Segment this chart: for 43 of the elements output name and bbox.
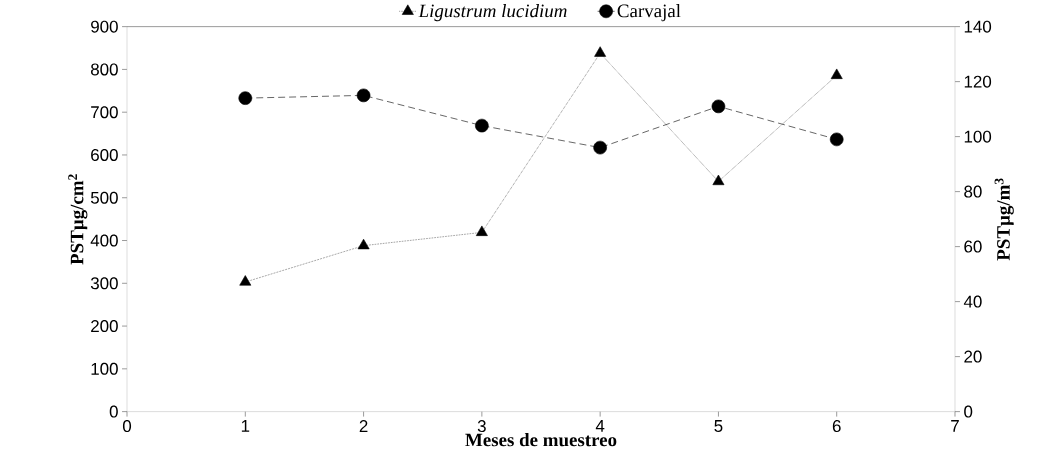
y-tick-label: 100 [91,363,118,376]
x-tick-label: 6 [832,420,841,433]
point [475,225,488,237]
y2-tick-label: 0 [964,405,973,418]
point [239,275,252,286]
y-tick-label: 600 [91,149,118,162]
y2-tick-label: 60 [964,240,982,253]
y-axis-title: PSTµg/cm$^{2}$ [68,174,88,265]
y-tick-label: 300 [90,277,118,290]
y-tick-label: 0 [109,405,118,418]
y2-tick-label: 80 [964,185,982,198]
point [830,68,843,80]
x-tick-label: 4 [595,420,605,432]
point [711,99,726,114]
x-tick-label: 1 [241,420,250,432]
y2-tick-label: 20 [964,350,982,363]
point [238,91,253,106]
x-tick-label: 0 [122,420,132,433]
x-tick-label: 5 [714,420,723,433]
y-tick-label: 900 [91,20,118,33]
point [593,141,607,155]
point [829,132,844,147]
point [357,239,370,250]
x-tick-label: 3 [477,420,486,433]
legend-label: Carvajal [617,4,681,22]
y-tick-label: 500 [90,191,118,204]
x-tick-label: 7 [951,420,959,432]
y2-tick-label: 40 [963,295,982,308]
point [712,174,725,186]
y2-tick-label: 100 [964,130,992,143]
x-axis-title: Meses de muestreo [465,433,617,447]
legend-label: Ligustrum lucidium [418,4,567,22]
y2-tick-label: 120 [964,75,992,88]
point [475,119,489,133]
y-tick-label: 400 [90,234,118,247]
x-tick-label: 2 [359,420,368,433]
y2-tick-label: 140 [964,20,992,33]
y-tick-label: 700 [91,106,118,119]
point [356,88,371,103]
y-tick-label: 800 [90,63,118,76]
y-tick-label: 200 [91,320,118,333]
point [594,46,607,57]
y2-axis-title: PSTµg/m$^{3}$ [994,178,1014,261]
